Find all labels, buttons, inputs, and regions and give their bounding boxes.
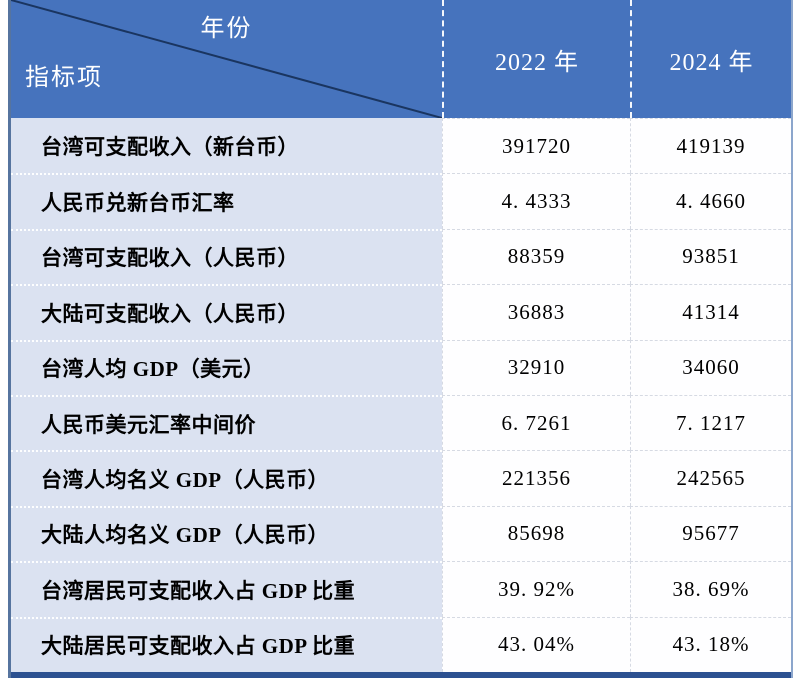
value-cell-2024: 95677 — [630, 505, 791, 562]
corner-label-indicator: 指标项 — [25, 65, 103, 91]
indicator-label-cell: 大陆人均名义 GDP（人民币） — [11, 505, 442, 562]
table-header-row: 年份 指标项 2022 年 2024 年 — [11, 0, 791, 118]
indicator-label-cell: 人民币美元汇率中间价 — [11, 394, 442, 451]
value-cell-2024: 242565 — [630, 450, 791, 506]
value-cell-2022: 6. 7261 — [442, 394, 630, 451]
value-cell-2022: 39. 92% — [442, 561, 630, 617]
indicator-label-cell: 大陆可支配收入（人民币） — [11, 284, 442, 340]
value-cell-2022: 391720 — [442, 118, 630, 174]
table-body: 台湾可支配收入（新台币） 391720 419139 人民币兑新台币汇率 4. … — [11, 118, 791, 672]
value-cell-2024: 93851 — [630, 228, 791, 285]
comparison-table: 年份 指标项 2022 年 2024 年 台湾可支配收入（新台币） 391720… — [8, 0, 793, 678]
value-cell-2024: 7. 1217 — [630, 394, 791, 451]
value-cell-2022: 36883 — [442, 284, 630, 340]
value-cell-2024: 43. 18% — [630, 616, 791, 672]
value-cell-2024: 34060 — [630, 339, 791, 395]
value-cell-2022: 4. 4333 — [442, 173, 630, 229]
indicator-label-cell: 台湾居民可支配收入占 GDP 比重 — [11, 561, 442, 617]
value-cell-2024: 41314 — [630, 284, 791, 340]
value-cell-2022: 85698 — [442, 505, 630, 562]
corner-label-year: 年份 — [200, 16, 253, 42]
indicator-label-cell: 台湾人均 GDP（美元） — [11, 339, 442, 395]
value-cell-2022: 221356 — [442, 450, 630, 506]
value-cell-2022: 88359 — [442, 228, 630, 285]
table-bottom-border — [11, 672, 791, 678]
indicator-label-cell: 大陆居民可支配收入占 GDP 比重 — [11, 616, 442, 672]
value-cell-2022: 43. 04% — [442, 616, 630, 672]
indicator-label-cell: 台湾人均名义 GDP（人民币） — [11, 450, 442, 506]
indicator-label-cell: 台湾可支配收入（新台币） — [11, 118, 442, 174]
value-cell-2024: 38. 69% — [630, 561, 791, 617]
column-header-2024: 2024 年 — [630, 0, 791, 118]
indicator-label-cell: 台湾可支配收入（人民币） — [11, 228, 442, 285]
corner-header-cell: 年份 指标项 — [11, 0, 442, 118]
indicator-label-cell: 人民币兑新台币汇率 — [11, 173, 442, 229]
value-cell-2024: 419139 — [630, 118, 791, 174]
column-header-2022: 2022 年 — [442, 0, 630, 118]
diagonal-divider-line — [11, 0, 442, 118]
value-cell-2024: 4. 4660 — [630, 173, 791, 229]
value-cell-2022: 32910 — [442, 339, 630, 395]
